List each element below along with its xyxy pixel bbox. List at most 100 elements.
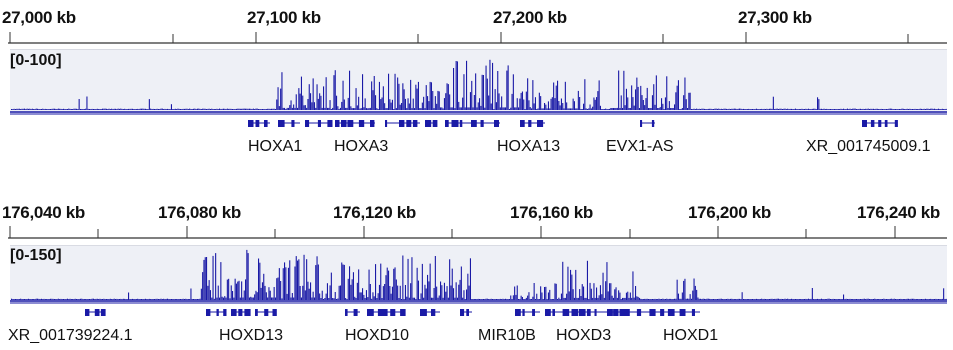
signal-bar <box>735 108 737 110</box>
signal-bar <box>245 279 247 300</box>
signal-bar <box>399 104 401 110</box>
signal-bar <box>163 109 165 110</box>
signal-bar <box>85 108 87 110</box>
gene-label[interactable]: HOXA3 <box>334 138 389 155</box>
signal-bar <box>473 299 475 300</box>
signal-bar <box>364 98 366 110</box>
signal-bar <box>246 108 248 110</box>
signal-bar <box>112 109 114 110</box>
signal-bar <box>839 299 841 300</box>
signal-bar <box>92 298 94 300</box>
signal-bar <box>495 299 497 300</box>
signal-bar <box>35 108 37 110</box>
signal-bar <box>33 109 35 110</box>
signal-bar <box>138 299 140 300</box>
signal-bar <box>609 283 611 300</box>
gene-label[interactable]: EVX1-AS <box>606 138 674 155</box>
signal-bar <box>668 101 670 110</box>
signal-bar <box>719 109 721 110</box>
signal-bar <box>87 108 89 110</box>
signal-bar <box>388 270 390 300</box>
signal-bar <box>206 257 208 300</box>
signal-bar <box>505 298 507 300</box>
gene-exon <box>613 309 619 316</box>
signal-bar <box>59 299 61 300</box>
signal-bar <box>867 298 869 300</box>
signal-bar <box>525 91 527 110</box>
gene-label[interactable]: HOXA1 <box>248 138 303 155</box>
signal-bar <box>832 109 834 110</box>
signal-bar <box>503 299 505 300</box>
signal-bar <box>415 84 417 110</box>
signal-bar <box>120 108 122 110</box>
coordinate-ruler[interactable]: 176,040 kb 176,080 kb 176,120 kb 176,160… <box>0 175 953 222</box>
signal-bar <box>596 287 598 300</box>
signal-bar <box>121 299 123 300</box>
signal-bar <box>472 107 474 110</box>
signal-bar <box>258 258 260 300</box>
signal-bar <box>503 107 505 110</box>
signal-bar <box>155 109 157 110</box>
signal-bar <box>588 299 590 300</box>
signal-bar <box>187 299 189 300</box>
gene-label[interactable]: HOXD13 <box>219 327 284 344</box>
signal-bar <box>250 108 252 110</box>
signal-track[interactable] <box>10 245 947 302</box>
gene-label[interactable]: XR_001739224.1 <box>8 327 133 344</box>
signal-bar <box>534 299 536 300</box>
gene-exon <box>545 309 551 316</box>
signal-bar <box>527 78 529 110</box>
signal-bar <box>165 298 167 300</box>
signal-bar <box>831 299 833 300</box>
signal-bar <box>615 108 617 110</box>
signal-bar <box>871 108 873 110</box>
signal-bar <box>460 266 462 300</box>
signal-bar <box>772 299 774 300</box>
signal-bar <box>421 263 423 300</box>
signal-bar <box>727 109 729 110</box>
signal-bar <box>736 299 738 300</box>
signal-bar <box>254 109 256 110</box>
signal-bar <box>580 296 582 300</box>
signal-bar <box>122 298 124 300</box>
gene-exon <box>347 120 354 127</box>
gene-exon <box>231 309 237 316</box>
signal-bar <box>902 108 904 110</box>
signal-bar <box>739 108 741 110</box>
gene-label[interactable]: HOXD10 <box>345 327 410 344</box>
signal-bar <box>66 298 68 300</box>
gene-label[interactable]: XR_001745009.1 <box>806 138 931 155</box>
signal-bar <box>397 77 399 110</box>
gene-track[interactable] <box>0 300 953 330</box>
signal-bar <box>336 299 338 300</box>
signal-bar <box>137 298 139 300</box>
signal-bar <box>545 286 547 300</box>
signal-bar <box>870 108 872 110</box>
gene-track[interactable] <box>0 111 953 141</box>
signal-track[interactable] <box>10 49 947 113</box>
gene-label[interactable]: HOXD1 <box>663 327 719 344</box>
signal-bar <box>315 265 317 300</box>
signal-bar <box>91 108 93 110</box>
gene-label[interactable]: MIR10B <box>478 327 536 344</box>
signal-bar <box>610 283 612 300</box>
signal-bar <box>61 109 63 110</box>
signal-bar <box>449 259 451 300</box>
gene-exon <box>264 120 268 127</box>
signal-bar <box>557 80 559 110</box>
signal-bar <box>723 299 725 300</box>
signal-bar <box>592 297 594 300</box>
signal-bar <box>918 299 920 300</box>
signal-bar <box>553 299 555 300</box>
gene-label[interactable]: HOXA13 <box>497 138 561 155</box>
signal-bar <box>545 104 547 110</box>
signal-bar <box>761 108 763 110</box>
signal-bar <box>677 293 679 300</box>
signal-bar <box>109 298 111 300</box>
gene-label[interactable]: HOXD3 <box>556 327 612 344</box>
coordinate-ruler[interactable]: 27,000 kb 27,100 kb 27,200 kb 27,300 kb <box>0 0 953 44</box>
signal-bar <box>562 103 564 110</box>
ruler-label: 176,120 kb <box>333 203 417 222</box>
signal-bar <box>618 70 620 110</box>
signal-bar <box>255 108 257 110</box>
